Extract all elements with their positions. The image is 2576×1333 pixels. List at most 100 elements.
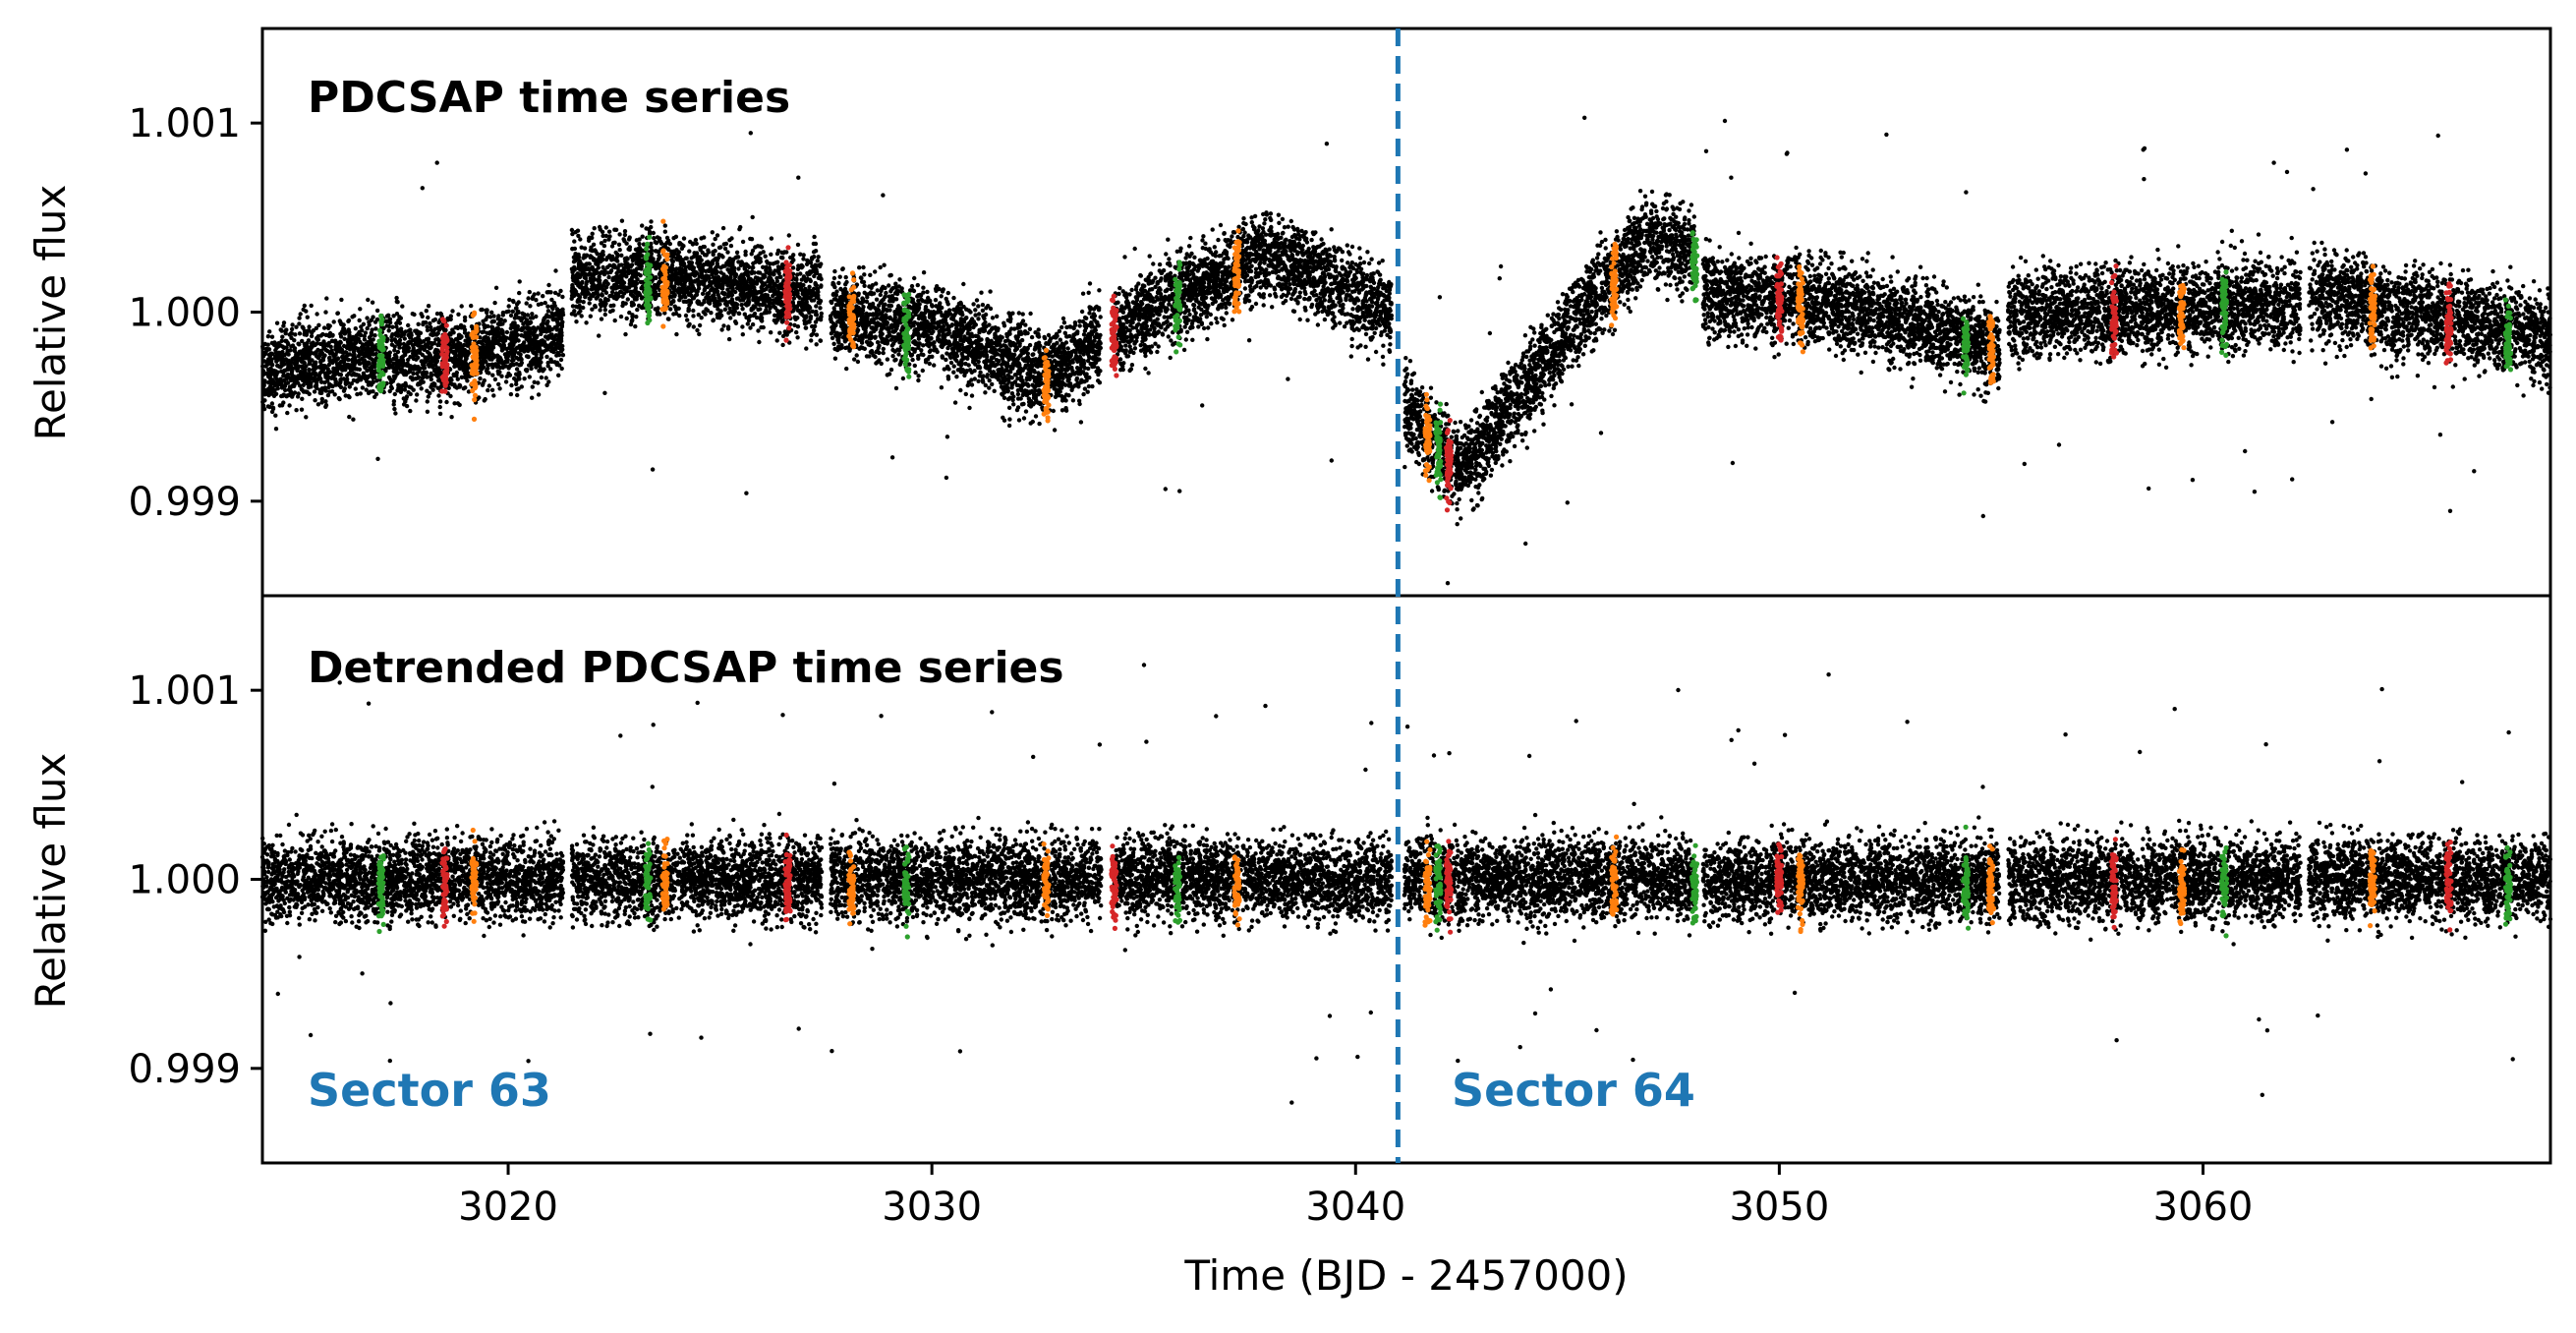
flux-point [286,363,291,368]
flux-point [279,378,285,384]
flux-point [391,402,396,407]
flux-point [672,284,677,289]
flux-point [484,334,488,340]
flux-point [372,375,377,379]
flux-point [689,256,694,261]
flux-point [754,315,760,320]
flux-point [653,289,658,295]
flux-point [425,409,430,414]
flux-point [458,344,463,349]
flux-point [273,427,279,432]
flux-point [709,267,714,272]
flux-point [434,311,440,317]
flux-point [419,386,424,391]
flux-point [749,252,754,257]
flux-point [587,301,592,306]
flux-point [331,319,336,324]
flux-point [696,313,701,318]
flux-point [542,349,546,354]
flux-point [394,295,399,301]
flux-point [678,272,684,277]
flux-point [618,279,623,284]
flux-point [269,357,274,362]
flux-point [415,392,420,397]
flux-point [358,391,363,396]
flux-point [486,387,490,393]
flux-point [727,269,732,275]
flux-point [290,322,295,327]
flux-point [508,336,513,341]
flux-point [360,328,365,333]
flux-point [338,331,343,336]
flux-point [437,411,443,417]
flux-point [301,354,306,360]
flux-point [738,298,743,303]
flux-point [775,264,781,269]
flux-point [662,229,667,234]
flux-point [740,239,746,245]
flux-point [273,413,278,418]
flux-point [733,272,738,277]
flux-point [819,283,824,288]
flux-point [284,338,289,344]
flux-point [393,339,399,344]
flux-point [696,286,702,291]
flux-point [346,393,351,399]
flux-point [702,282,707,287]
flux-point [711,242,716,247]
flux-point [349,373,355,377]
flux-point [596,285,601,290]
flux-point [506,309,511,314]
flux-point [1066,393,1071,398]
flux-point [347,414,352,420]
flux-point [409,385,414,390]
flux-point [740,307,745,312]
flux-point [744,261,749,266]
flux-point [602,238,607,244]
flux-point [540,340,545,346]
flux-point [777,330,782,335]
flux-point [347,365,352,371]
flux-point [283,374,288,378]
flux-point [654,275,658,280]
flux-point [932,363,937,368]
flux-point [489,310,494,315]
flux-point [312,367,316,373]
flux-point [525,368,530,373]
flux-point [710,261,715,266]
flux-point [416,375,422,379]
flux-point [809,332,814,338]
flux-point [269,334,275,339]
flux-point [1007,417,1012,422]
flux-point [495,317,500,321]
flux-point [912,363,917,369]
flux-point [351,337,356,342]
flux-point [414,398,419,403]
flux-point [281,323,286,328]
flux-point [1087,281,1093,286]
flux-point [762,311,767,316]
flux-point [669,258,674,262]
flux-point [990,381,995,387]
flux-point [588,314,593,319]
flux-point [599,259,603,263]
flux-point [404,396,409,401]
flux-point [708,298,713,304]
flux-point [728,316,733,320]
flux-point [613,291,619,296]
flux-point [386,351,392,356]
flux-point [804,299,809,305]
flux-point [516,316,521,320]
flux-point [270,405,276,410]
flux-point [433,359,438,364]
flux-point [490,343,495,348]
flux-point [273,375,278,379]
flux-point [1070,398,1076,403]
flux-point [636,261,642,266]
flux-point [556,352,562,358]
flux-point [552,290,558,296]
flux-point [425,342,429,347]
flux-point [634,315,639,319]
flux-point [758,307,763,312]
flux-point [540,325,544,330]
